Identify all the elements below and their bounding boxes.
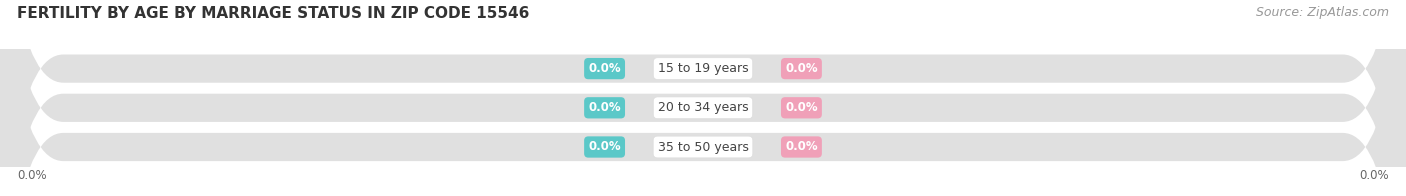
- Text: 0.0%: 0.0%: [588, 101, 621, 114]
- Text: 0.0%: 0.0%: [1360, 169, 1389, 181]
- Text: 0.0%: 0.0%: [588, 141, 621, 153]
- Text: FERTILITY BY AGE BY MARRIAGE STATUS IN ZIP CODE 15546: FERTILITY BY AGE BY MARRIAGE STATUS IN Z…: [17, 6, 529, 21]
- Text: 0.0%: 0.0%: [785, 141, 818, 153]
- Text: 20 to 34 years: 20 to 34 years: [658, 101, 748, 114]
- Text: 15 to 19 years: 15 to 19 years: [658, 62, 748, 75]
- Text: 0.0%: 0.0%: [17, 169, 46, 181]
- Text: 0.0%: 0.0%: [588, 62, 621, 75]
- Text: 35 to 50 years: 35 to 50 years: [658, 141, 748, 153]
- Text: 0.0%: 0.0%: [785, 101, 818, 114]
- Text: Source: ZipAtlas.com: Source: ZipAtlas.com: [1256, 6, 1389, 19]
- Text: 0.0%: 0.0%: [785, 62, 818, 75]
